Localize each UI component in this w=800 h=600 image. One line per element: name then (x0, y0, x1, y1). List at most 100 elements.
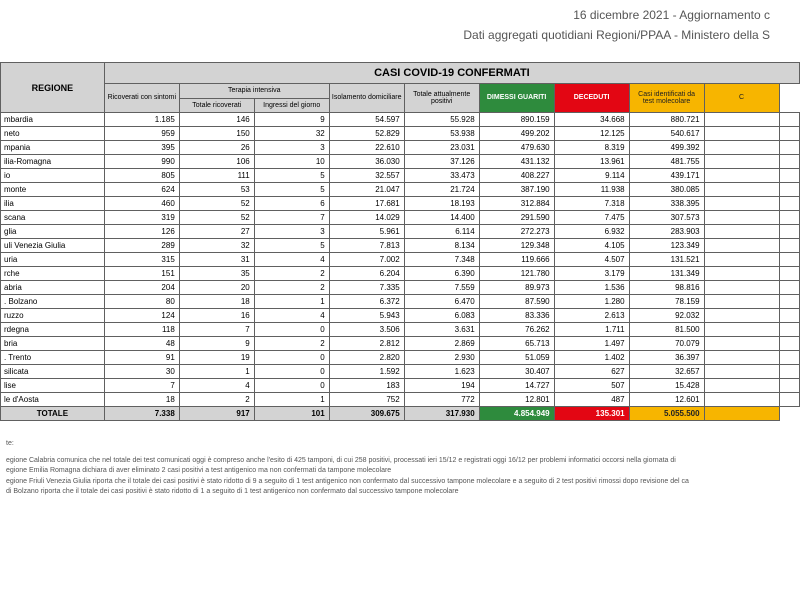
value-cell (704, 393, 779, 407)
edge-cell (779, 309, 799, 323)
value-cell: 27 (179, 225, 254, 239)
note-line: di Bolzano riporta che il totale dei cas… (6, 487, 800, 498)
value-cell: 121.780 (479, 267, 554, 281)
value-cell: 12.601 (629, 393, 704, 407)
value-cell: 499.392 (629, 141, 704, 155)
value-cell: 1.536 (554, 281, 629, 295)
value-cell (704, 337, 779, 351)
total-cell: 917 (179, 407, 254, 421)
region-cell: . Trento (1, 351, 105, 365)
value-cell: 0 (254, 379, 329, 393)
region-cell: . Bolzano (1, 295, 105, 309)
value-cell: 4.507 (554, 253, 629, 267)
value-cell: 387.190 (479, 183, 554, 197)
table-row: mpania39526322.61023.031479.6308.319499.… (1, 141, 800, 155)
region-cell: uria (1, 253, 105, 267)
col-ingressi: Ingressi del giorno (254, 98, 329, 113)
value-cell: 7.348 (404, 253, 479, 267)
value-cell: 624 (104, 183, 179, 197)
edge-cell (779, 267, 799, 281)
value-cell: 7.002 (329, 253, 404, 267)
value-cell: 16 (179, 309, 254, 323)
region-cell: ilia-Romagna (1, 155, 105, 169)
edge-cell (779, 183, 799, 197)
value-cell: 131.521 (629, 253, 704, 267)
value-cell (704, 169, 779, 183)
value-cell (704, 155, 779, 169)
value-cell: 124 (104, 309, 179, 323)
value-cell (704, 323, 779, 337)
value-cell: 6.114 (404, 225, 479, 239)
value-cell: 18 (179, 295, 254, 309)
value-cell (704, 379, 779, 393)
value-cell: 1.497 (554, 337, 629, 351)
total-cell: 4.854.949 (479, 407, 554, 421)
table-row: . Trento911902.8202.93051.0591.40236.397 (1, 351, 800, 365)
table-row: scana31952714.02914.400291.5907.475307.5… (1, 211, 800, 225)
edge-cell (779, 169, 799, 183)
value-cell: 183 (329, 379, 404, 393)
table-row: monte62453521.04721.724387.19011.938380.… (1, 183, 800, 197)
value-cell: 540.617 (629, 127, 704, 141)
footnotes: te: egione Calabria comunica che nel tot… (0, 439, 800, 498)
value-cell: 30 (104, 365, 179, 379)
value-cell (704, 253, 779, 267)
value-cell: 18.193 (404, 197, 479, 211)
total-cell: 317.930 (404, 407, 479, 421)
edge-cell (779, 253, 799, 267)
edge-cell (779, 351, 799, 365)
value-cell: 20 (179, 281, 254, 295)
table-body: mbardia1.185146954.59755.928890.15934.66… (1, 113, 800, 421)
value-cell: 627 (554, 365, 629, 379)
table-row: . Bolzano801816.3726.47087.5901.28078.15… (1, 295, 800, 309)
value-cell: 194 (404, 379, 479, 393)
value-cell: 91 (104, 351, 179, 365)
col-isolamento: Isolamento domiciliare (329, 84, 404, 113)
value-cell: 118 (104, 323, 179, 337)
region-cell: neto (1, 127, 105, 141)
value-cell: 2.613 (554, 309, 629, 323)
value-cell: 959 (104, 127, 179, 141)
table-row: mbardia1.185146954.59755.928890.15934.66… (1, 113, 800, 127)
region-cell: le d'Aosta (1, 393, 105, 407)
value-cell: 106 (179, 155, 254, 169)
value-cell (704, 225, 779, 239)
col-regione: REGIONE (1, 63, 105, 113)
value-cell: 6.932 (554, 225, 629, 239)
region-cell: lise (1, 379, 105, 393)
value-cell: 17.681 (329, 197, 404, 211)
col-ricoverati: Ricoverati con sintomi (104, 84, 179, 113)
region-cell: mbardia (1, 113, 105, 127)
value-cell: 431.132 (479, 155, 554, 169)
region-cell: scana (1, 211, 105, 225)
table-row: bria48922.8122.86965.7131.49770.079 (1, 337, 800, 351)
region-cell: monte (1, 183, 105, 197)
value-cell: 119.666 (479, 253, 554, 267)
value-cell: 32.557 (329, 169, 404, 183)
value-cell: 52 (179, 211, 254, 225)
value-cell: 131.349 (629, 267, 704, 281)
value-cell: 8.134 (404, 239, 479, 253)
value-cell: 487 (554, 393, 629, 407)
value-cell (704, 351, 779, 365)
value-cell: 5 (254, 169, 329, 183)
value-cell: 8.319 (554, 141, 629, 155)
value-cell: 479.630 (479, 141, 554, 155)
report-header: 16 dicembre 2021 - Aggiornamento c Dati … (0, 8, 800, 42)
edge-cell (779, 225, 799, 239)
table-row: rche1513526.2046.390121.7803.179131.349 (1, 267, 800, 281)
value-cell: 204 (104, 281, 179, 295)
value-cell: 22.610 (329, 141, 404, 155)
value-cell: 54.597 (329, 113, 404, 127)
value-cell: 21.047 (329, 183, 404, 197)
edge-cell (779, 393, 799, 407)
table-row: ilia46052617.68118.193312.8847.318338.39… (1, 197, 800, 211)
region-cell: mpania (1, 141, 105, 155)
table-row: io805111532.55733.473408.2279.114439.171 (1, 169, 800, 183)
value-cell: 338.395 (629, 197, 704, 211)
value-cell: 10 (254, 155, 329, 169)
value-cell: 5.943 (329, 309, 404, 323)
total-cell: 101 (254, 407, 329, 421)
value-cell: 2.820 (329, 351, 404, 365)
value-cell (704, 113, 779, 127)
